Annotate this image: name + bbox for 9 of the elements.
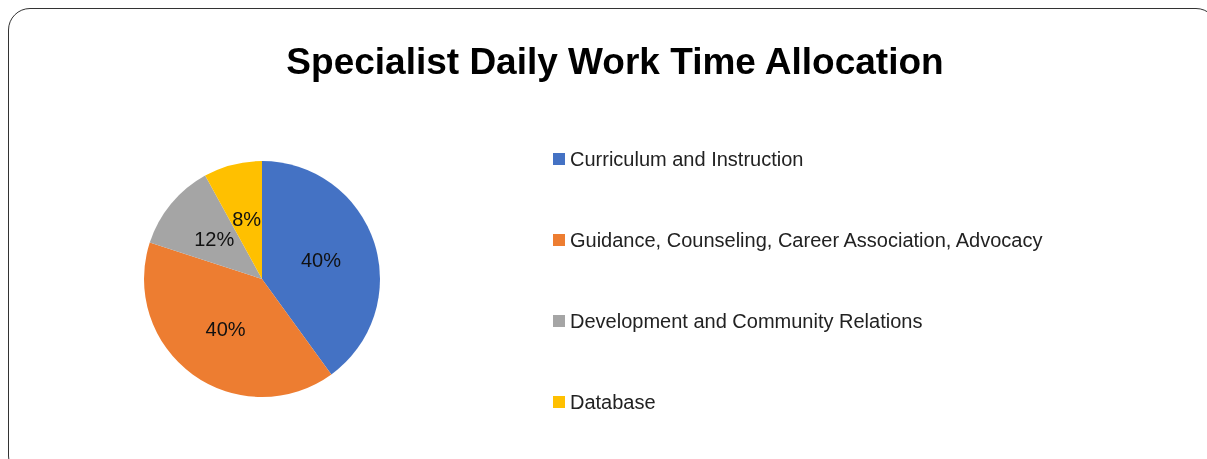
- data-label: 40%: [300, 248, 342, 271]
- legend-label: Curriculum and Instruction: [570, 148, 804, 170]
- data-label: 12%: [194, 228, 235, 251]
- legend-label: Database: [570, 391, 656, 413]
- data-label: 8%: [232, 207, 262, 230]
- legend-label: Development and Community Relations: [570, 310, 923, 332]
- data-label: 40%: [205, 318, 246, 341]
- legend-label: Guidance, Counseling, Career Association, Advocacy: [570, 229, 1043, 251]
- chart-title: Specialist Daily Work Time Allocation: [286, 41, 944, 82]
